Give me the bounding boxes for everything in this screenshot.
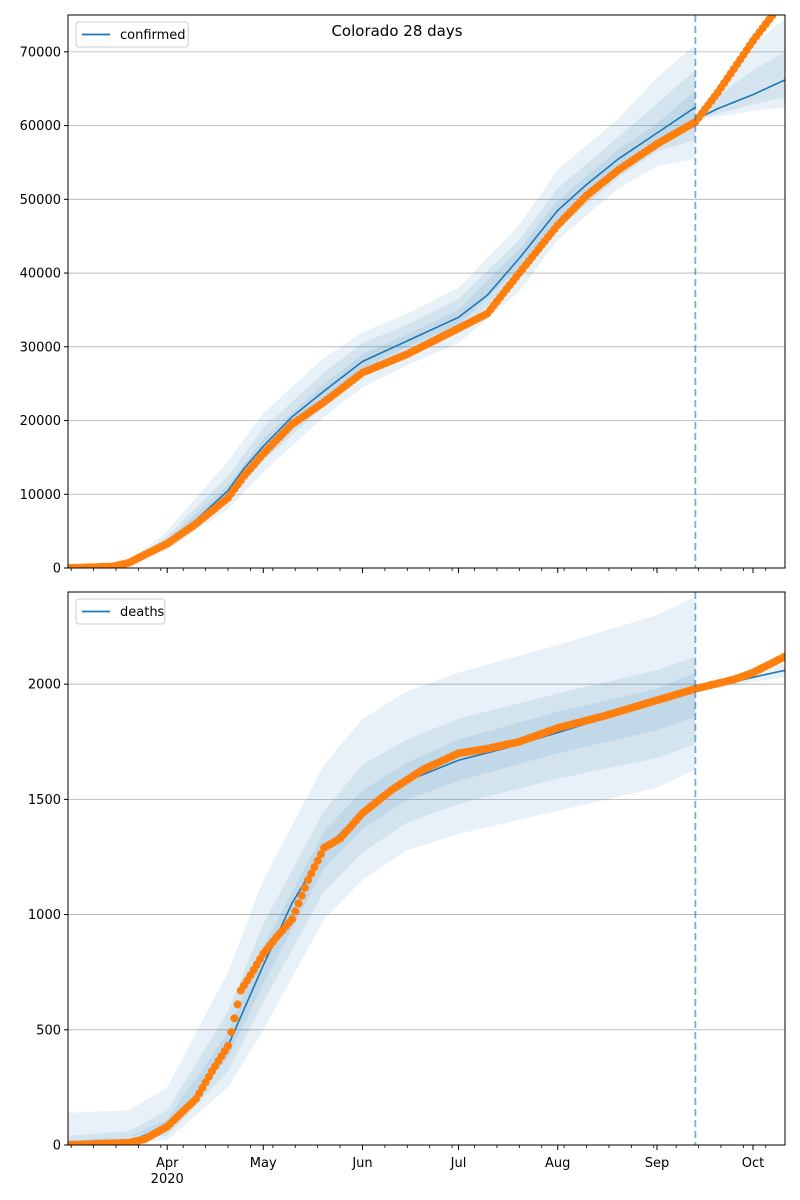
x-tick-label: May	[250, 1156, 277, 1171]
x-tick-label: Jun	[351, 1156, 372, 1171]
y-tick-label: 2000	[28, 678, 61, 693]
observed-point	[224, 1041, 232, 1050]
plot-area	[68, 15, 785, 568]
axes-frame	[67, 591, 786, 1146]
legend-label: deaths	[120, 605, 165, 620]
confirmed-panel: 0 10000 20000 30000 40000 50000 60000 70000 conf…	[20, 14, 786, 577]
legend-box	[75, 598, 166, 625]
uncertainty-band-1	[68, 44, 696, 568]
observed-point	[304, 876, 313, 884]
observed-point	[230, 1014, 239, 1023]
observed-point	[300, 883, 309, 892]
observed-point	[781, 652, 785, 661]
observed-point	[227, 1028, 236, 1037]
y-tick-label: 1000	[28, 908, 61, 923]
y-tick-label: 70000	[20, 45, 61, 60]
observed-point	[773, 15, 777, 16]
y-tick-label: 10000	[20, 488, 61, 503]
y-tick-label: 0	[53, 1139, 61, 1154]
y-tick-label: 1500	[28, 793, 61, 808]
observed-point	[294, 899, 303, 908]
observed-point	[288, 915, 297, 924]
observed-point	[233, 1000, 242, 1009]
x-tick-label: Sep	[645, 1156, 670, 1171]
legend: deaths	[75, 598, 166, 625]
forecast-curve	[695, 79, 785, 121]
y-tick-label: 0	[53, 562, 61, 577]
x-tick-label: Apr	[156, 1156, 179, 1171]
axes-frame	[67, 14, 786, 569]
x-tick-label: Oct	[742, 1156, 764, 1171]
forecast-band-2	[695, 51, 785, 120]
observed-point	[297, 891, 306, 900]
legend-box	[75, 21, 189, 48]
y-tick-label: 50000	[20, 193, 61, 208]
observed-point	[768, 15, 777, 20]
legend-label: confirmed	[120, 28, 186, 43]
y-tick-label: 20000	[20, 414, 61, 429]
uncertainty-band-2	[68, 656, 696, 1145]
x-tick-sublabel: 2020	[151, 1172, 184, 1187]
y-tick-label: 40000	[20, 267, 61, 282]
legend: confirmed	[75, 21, 189, 48]
uncertainty-band-3	[68, 672, 696, 1145]
x-tick-label: Aug	[545, 1156, 570, 1171]
observed-point	[307, 869, 316, 878]
y-tick-label: 60000	[20, 119, 61, 134]
observed-point	[313, 856, 322, 865]
observed-point	[291, 907, 300, 916]
y-tick-label: 500	[36, 1023, 61, 1038]
observed-point	[316, 850, 325, 859]
uncertainty-band-1	[68, 596, 696, 1145]
x-tick-label: Jul	[450, 1156, 467, 1171]
observed-point	[310, 863, 319, 872]
y-tick-label: 30000	[20, 340, 61, 355]
plot-area	[68, 596, 785, 1145]
figure-title: Colorado 28 days	[331, 22, 462, 40]
